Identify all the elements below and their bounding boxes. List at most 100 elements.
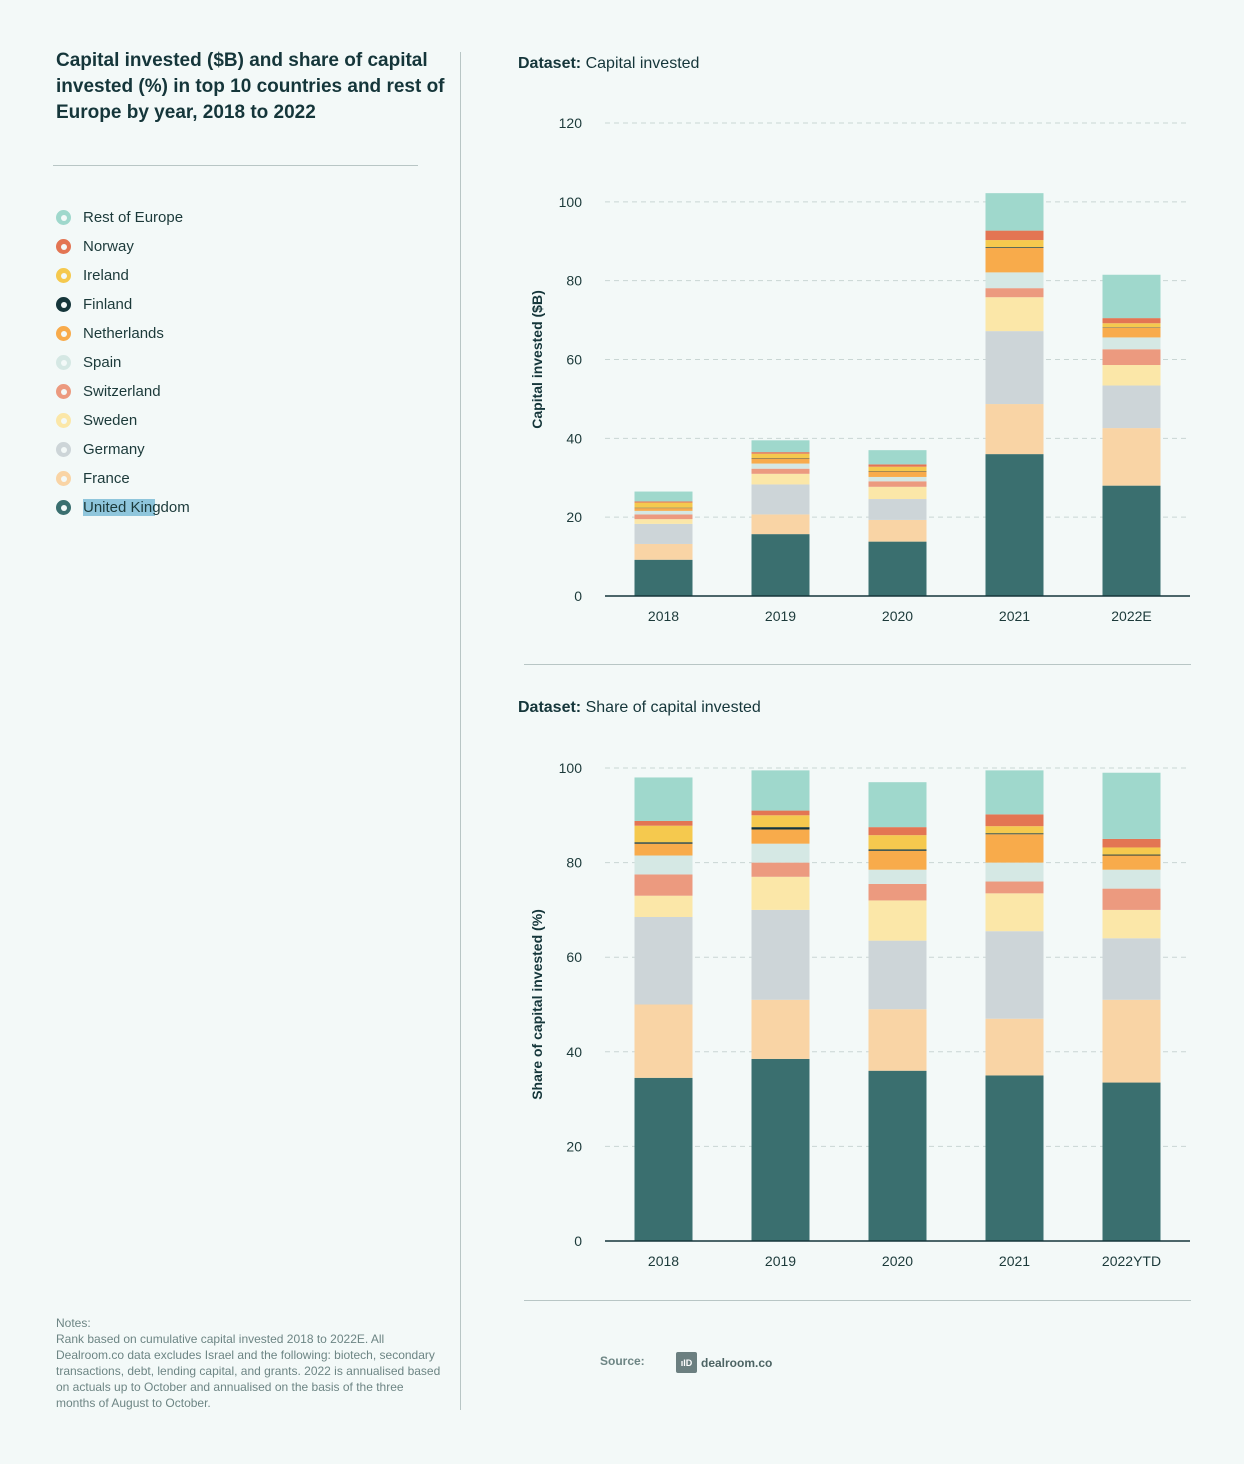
bar-segment — [985, 454, 1044, 596]
legend-label: Netherlands — [83, 325, 164, 342]
bar-segment — [751, 770, 810, 811]
y-tick-label: 0 — [574, 1233, 582, 1249]
x-tick-label: 2021 — [999, 1253, 1030, 1269]
bar-segment — [634, 519, 693, 524]
y-axis-label: Capital invested ($B) — [529, 290, 545, 428]
bar-segment — [1102, 772, 1161, 839]
legend-item[interactable]: Switzerland — [56, 377, 190, 406]
legend-swatch-icon — [56, 500, 71, 515]
bar-segment — [1102, 888, 1161, 910]
legend-item[interactable]: Spain — [56, 348, 190, 377]
bar-segment — [1102, 855, 1161, 870]
bar-segment — [868, 471, 927, 477]
legend-label: Finland — [83, 296, 133, 313]
bar-segment — [634, 1004, 693, 1078]
legend-item[interactable]: Sweden — [56, 406, 190, 435]
capital-dataset-title: Dataset: Capital invested — [518, 55, 699, 73]
bar-segment — [751, 463, 810, 469]
y-tick-label: 60 — [566, 352, 582, 368]
bar-segment — [751, 999, 810, 1059]
legend-item[interactable]: Norway — [56, 232, 190, 261]
x-tick-label: 2018 — [648, 1253, 679, 1269]
bar-segment — [868, 486, 927, 500]
bar-segment — [1102, 428, 1161, 486]
bar-segment — [751, 876, 810, 910]
bar-segment — [1102, 938, 1161, 1000]
source-label: Source: — [600, 1354, 645, 1368]
bar-segment — [634, 825, 693, 843]
bar-segment — [1102, 337, 1161, 350]
bar-segment — [868, 782, 927, 828]
bar-segment — [634, 523, 693, 544]
legend-swatch-icon — [56, 239, 71, 254]
y-tick-label: 0 — [574, 588, 582, 604]
legend-item[interactable]: France — [56, 464, 190, 493]
bar-segment — [985, 331, 1044, 405]
dealroom-logo-text: dealroom.co — [701, 1355, 773, 1370]
bar-segment — [751, 815, 810, 828]
x-tick-label: 2020 — [882, 1253, 913, 1269]
bar-segment — [985, 240, 1044, 248]
legend-item[interactable]: Ireland — [56, 261, 190, 290]
bar-segment — [634, 777, 693, 821]
x-tick-label: 2020 — [882, 608, 913, 624]
bar-segment — [751, 909, 810, 1000]
y-tick-label: 80 — [566, 273, 582, 289]
legend-item[interactable]: Finland — [56, 290, 190, 319]
bar-segment — [1102, 274, 1161, 319]
dealroom-logo[interactable]: ılD dealroom.co — [676, 1352, 772, 1373]
bar-segment — [634, 842, 693, 844]
notes-heading: Notes: — [56, 1316, 91, 1330]
bar-segment — [634, 502, 693, 508]
legend-swatch-icon — [56, 442, 71, 457]
legend-swatch-icon — [56, 268, 71, 283]
x-tick-label: 2021 — [999, 608, 1030, 624]
bar-segment — [868, 499, 927, 520]
notes: Notes: Rank based on cumulative capital … — [56, 1315, 441, 1411]
legend-swatch-icon — [56, 326, 71, 341]
y-tick-label: 80 — [566, 855, 582, 871]
y-tick-label: 60 — [566, 949, 582, 965]
y-tick-label: 100 — [559, 194, 583, 210]
bar-segment — [634, 820, 693, 826]
bar-segment — [634, 491, 693, 502]
y-tick-label: 40 — [566, 1044, 582, 1060]
legend-item[interactable]: Rest of Europe — [56, 203, 190, 232]
bar-segment — [985, 193, 1044, 231]
bar-segment — [985, 230, 1044, 241]
bar-segment — [634, 843, 693, 856]
bar-segment — [1102, 1082, 1161, 1241]
bar-segment — [751, 810, 810, 816]
bar-segment — [985, 834, 1044, 863]
legend-swatch-icon — [56, 413, 71, 428]
bar-segment — [1102, 365, 1161, 386]
bar-segment — [751, 452, 810, 454]
bar-segment — [985, 404, 1044, 455]
share-of-capital-chart: 0 20 40 60 80 100 Share of capital invested (%… — [529, 760, 1190, 1269]
bar-segment — [985, 931, 1044, 1019]
legend-item[interactable]: United Kingdom — [56, 493, 190, 522]
dataset-name: Capital invested — [585, 55, 700, 72]
left-panel: Capital invested ($B) and share of capit… — [0, 0, 460, 1464]
legend-item[interactable]: Netherlands — [56, 319, 190, 348]
legend-item[interactable]: Germany — [56, 435, 190, 464]
legend-label: Norway — [83, 238, 134, 255]
dataset-label: Dataset: — [518, 55, 582, 72]
bottom-divider — [524, 1300, 1191, 1301]
bar-segment — [985, 247, 1044, 273]
bar-segment — [634, 874, 693, 896]
legend-swatch-icon — [56, 355, 71, 370]
bar-segment — [1102, 909, 1161, 939]
x-tick-label: 2019 — [765, 1253, 796, 1269]
bar-segment — [868, 481, 927, 487]
bar-segment — [868, 1070, 927, 1241]
y-axis-label: Share of capital invested (%) — [529, 909, 545, 1100]
bar-segment — [985, 833, 1044, 835]
vertical-divider — [460, 52, 461, 1410]
y-tick-label: 20 — [566, 509, 582, 525]
bar-segment — [868, 466, 927, 472]
bar-segment — [751, 473, 810, 485]
bar-segment — [1102, 485, 1161, 596]
legend-swatch-icon — [56, 384, 71, 399]
legend-label: Rest of Europe — [83, 209, 184, 226]
